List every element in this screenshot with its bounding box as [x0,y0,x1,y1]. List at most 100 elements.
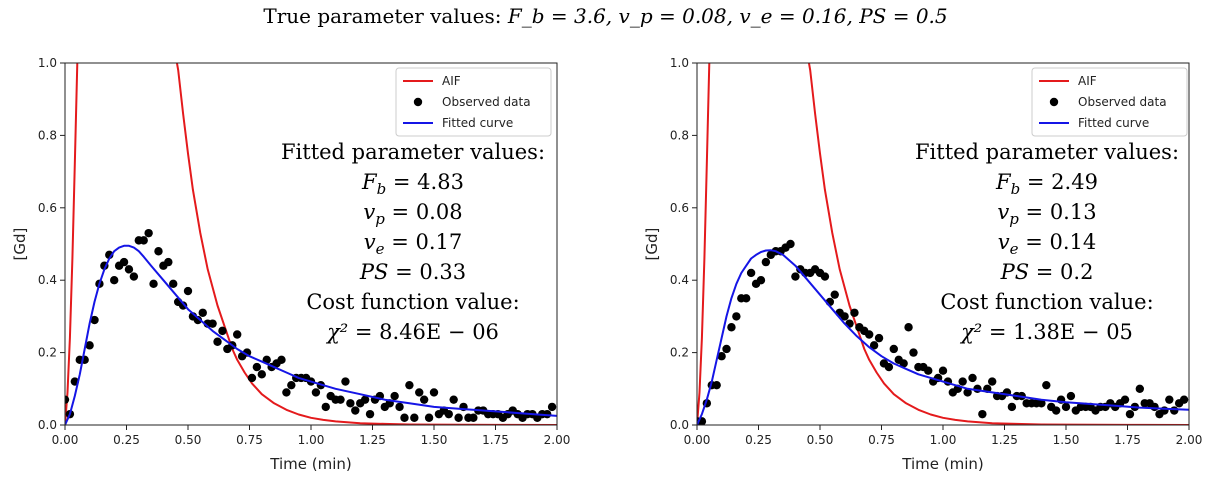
data-point [865,330,874,339]
data-point [1051,406,1061,415]
data-point [727,323,736,332]
y-axis-label: [Gd] [643,228,661,261]
annotation-line: χ² = 1.38E − 05 [959,320,1133,344]
data-point [424,413,434,422]
data-point [218,326,227,336]
data-point [1165,395,1174,404]
data-point [884,362,894,372]
aif-line [697,63,1189,425]
x-tick-label: 0.00 [52,433,79,447]
fitted-curve-line [65,244,557,425]
data-point [742,294,751,303]
y-tick-label: 0.2 [670,346,689,360]
data-point [1179,395,1189,404]
annotation-line: Fitted parameter values: [281,140,545,164]
x-tick-label: 2.00 [544,433,571,447]
subplot-2: 0.00 0.25 0.50 0.75 1.00 1.25 1.50 1.75 2.00 0.0 0… [643,56,1203,473]
annotation-line: Fitted parameter values: [915,140,1179,164]
data-point [889,344,898,354]
data-point [365,409,375,419]
data-point [311,388,321,397]
data-point [746,268,756,278]
data-point [869,341,879,350]
data-point [722,344,731,354]
x-tick-label: 0.75 [868,433,895,447]
data-point [874,333,884,343]
data-point [938,366,948,375]
data-point [247,373,257,383]
y-tick-label: 0.2 [38,346,57,360]
y-tick-label: 0.4 [38,273,57,287]
plot-area [697,63,1189,425]
data-point [1125,409,1135,419]
data-point [257,370,266,379]
x-tick-label: 0.50 [175,433,202,447]
x-tick-label: 2.00 [1176,433,1203,447]
data-point [761,257,771,267]
data-point [1066,391,1076,401]
legend-label-fitted-curve: Fitted curve [1078,116,1149,130]
data-point [395,402,404,412]
x-tick-label: 1.00 [298,433,325,447]
data-point [712,380,721,390]
x-tick-label: 1.75 [1114,433,1141,447]
plot-area [65,63,557,425]
data-point [233,330,242,339]
data-point [129,272,139,281]
data-point [449,395,458,404]
data-point [154,247,163,256]
axes-frame [696,62,1190,426]
data-point [968,373,977,383]
x-tick-label: 0.25 [745,433,772,447]
data-point [282,388,291,397]
data-point [419,395,429,404]
y-tick-label: 1.0 [38,56,57,70]
legend-label-observed-data: Observed data [1078,95,1167,109]
data-point [820,272,830,281]
y-tick-label: 0.6 [38,201,57,215]
data-point [1150,402,1159,412]
y-tick-label: 0.8 [38,128,57,142]
data-point [110,276,119,285]
x-tick-label: 1.00 [930,433,957,447]
data-point [1170,406,1179,415]
data-point [208,319,217,328]
data-point [65,395,70,404]
annotation-line: ve = 0.17 [364,230,462,258]
legend-box [1031,67,1188,137]
y-tick-label: 1.0 [670,56,689,70]
y-tick-label: 0.4 [670,273,689,287]
data-point [351,406,360,415]
figure-title-equation: F_b = 3.6, v_p = 0.08, v_e = 0.16, PS = … [507,4,948,28]
x-tick-label: 1.50 [1053,433,1080,447]
data-point [963,388,972,397]
annotation-line: χ² = 8.46E − 06 [325,320,499,344]
data-point [978,409,987,419]
data-point [346,399,355,408]
data-point [119,257,129,267]
x-tick-label: 0.00 [684,433,711,447]
legend: AIF Observed data Fitted curve [395,67,552,137]
data-point [198,308,207,317]
data-point [277,355,286,365]
data-point [178,301,188,310]
annotation-line: vp = 0.13 [997,200,1096,228]
y-axis-label: [Gd] [11,228,29,261]
data-point [169,279,178,289]
annotation-line: Cost function value: [306,290,519,314]
data-point [1007,402,1017,412]
annotation-line: PS = 0.2 [1000,260,1094,284]
data-point [791,272,800,281]
data-point [336,395,345,404]
annotation-line: ve = 0.14 [998,230,1096,258]
data-point [1061,402,1071,412]
legend-marker-observed-data [413,97,423,107]
annotation-line: vp = 0.08 [363,200,462,228]
x-tick-label: 0.25 [113,433,140,447]
data-point [429,388,439,397]
fitted-curve-line [697,249,1189,425]
data-point [242,348,252,357]
